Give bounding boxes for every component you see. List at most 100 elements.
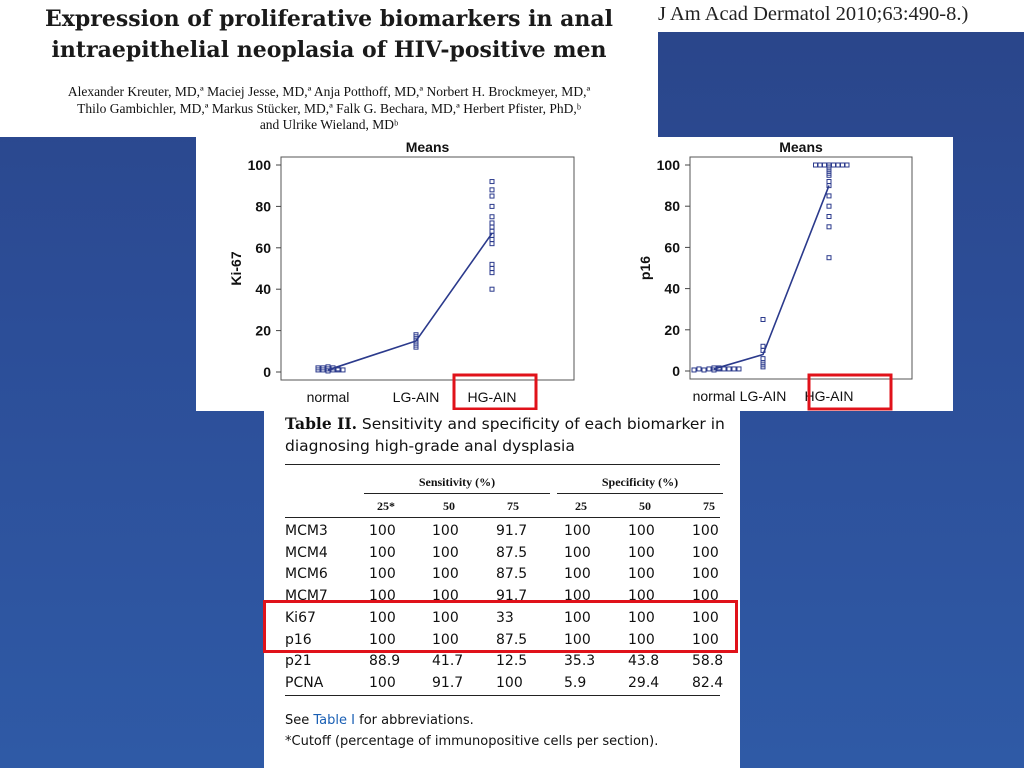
data-point bbox=[315, 367, 321, 373]
data-point bbox=[325, 364, 331, 370]
author-line-2: Thilo Gambichler, MD,ª Markus Stücker, M… bbox=[77, 100, 581, 116]
data-point bbox=[489, 270, 495, 276]
table-cell: 100 bbox=[369, 544, 396, 561]
data-point bbox=[413, 332, 419, 338]
cutoff-header-5: 75 bbox=[703, 499, 715, 513]
y-tick-label: 60 bbox=[255, 240, 271, 256]
data-point bbox=[489, 179, 495, 185]
data-point bbox=[716, 365, 722, 371]
author-line-1: Alexander Kreuter, MD,ª Maciej Jesse, MD… bbox=[67, 84, 591, 99]
chart-frame bbox=[689, 156, 913, 380]
table-cell: 100 bbox=[432, 609, 459, 626]
table-cell: 100 bbox=[369, 523, 396, 539]
y-tick-label: 40 bbox=[255, 281, 271, 297]
y-tick-label: 20 bbox=[255, 323, 271, 339]
data-point bbox=[726, 366, 732, 372]
y-tick-label: 80 bbox=[255, 198, 271, 214]
data-point bbox=[489, 237, 495, 243]
data-point bbox=[826, 214, 832, 219]
data-point bbox=[817, 162, 823, 168]
table-cell: 100 bbox=[564, 566, 591, 583]
author-line-3: and Ulrike Wieland, MDᵇ bbox=[259, 117, 399, 132]
data-point bbox=[701, 367, 707, 373]
x-tick-label-hg-ain: HG-AIN bbox=[468, 389, 517, 405]
data-point bbox=[489, 193, 495, 199]
row-label: p16 bbox=[285, 631, 312, 648]
table-cell: 100 bbox=[692, 523, 719, 539]
cutoff-header-0: 25* bbox=[377, 499, 395, 513]
table-top-rule bbox=[285, 464, 720, 465]
table-cell: 100 bbox=[564, 609, 591, 626]
cutoff-header-1: 50 bbox=[443, 499, 455, 513]
data-point bbox=[330, 365, 336, 371]
table-row: Ki67 100 100 33 100 100 100 bbox=[285, 610, 735, 632]
table-cell: 100 bbox=[628, 609, 655, 626]
table-cell: 12.5 bbox=[496, 653, 528, 670]
table-cell: 87.5 bbox=[496, 566, 528, 583]
y-axis-label: Ki-67 bbox=[228, 251, 244, 285]
data-point bbox=[489, 261, 495, 267]
specificity-underline bbox=[557, 493, 723, 494]
x-tick-label-lg-ain: LG-AIN bbox=[740, 388, 787, 404]
y-axis-label: p16 bbox=[637, 256, 653, 280]
group-header-sensitivity: Sensitivity (%) bbox=[418, 475, 496, 489]
table-cell: 100 bbox=[432, 566, 459, 583]
data-point bbox=[696, 366, 702, 372]
table-notes: See Table I for abbreviations. *Cutoff (… bbox=[285, 710, 658, 752]
abbreviation-note: See Table I for abbreviations. bbox=[285, 710, 658, 731]
data-point bbox=[826, 224, 832, 230]
table-cell: 100 bbox=[628, 566, 655, 583]
row-label: MCM6 bbox=[285, 566, 328, 583]
chart-title: Means bbox=[779, 139, 823, 155]
data-point bbox=[731, 366, 737, 372]
table-panel: Table II. Sensitivity and specificity of… bbox=[264, 410, 740, 768]
chart-title: Means bbox=[406, 139, 450, 155]
data-point bbox=[826, 203, 832, 209]
data-point bbox=[826, 255, 832, 261]
sensitivity-underline bbox=[364, 493, 550, 494]
paper-title-line-2: intraepithelial neoplasia of HIV-positiv… bbox=[51, 37, 607, 63]
cutoff-header-2: 75 bbox=[507, 499, 519, 513]
y-tick-label: 100 bbox=[657, 157, 681, 173]
x-tick-label-hg-ain: HG-AIN bbox=[805, 388, 854, 404]
category-highlight-box bbox=[807, 373, 893, 411]
chart-frame bbox=[280, 156, 575, 381]
table-caption-text: Sensitivity and specificity of each biom… bbox=[285, 415, 725, 455]
data-point bbox=[489, 241, 495, 247]
note-suffix: for abbreviations. bbox=[354, 713, 474, 728]
data-point bbox=[489, 220, 495, 226]
table-cell: 100 bbox=[564, 523, 591, 539]
data-point bbox=[736, 366, 742, 372]
data-point bbox=[721, 366, 727, 372]
table-row: MCM4 100 100 87.5 100 100 100 bbox=[285, 545, 735, 567]
x-tick-label-normal: normal bbox=[693, 388, 736, 404]
chart-figure-panel: Means Ki-67 0 20 40 60 80 100 normal LG-AIN HG-AIN… bbox=[196, 137, 953, 411]
journal-citation-panel: J Am Acad Dermatol 2010;63:490-8.) bbox=[658, 0, 1024, 32]
data-point bbox=[489, 224, 495, 230]
table-bottom-rule bbox=[285, 695, 720, 696]
x-tick-label-normal: normal bbox=[307, 389, 350, 405]
table-row: MCM3 100 100 91.7 100 100 100 bbox=[285, 523, 735, 545]
table-cell: 100 bbox=[564, 631, 591, 648]
table-cell: 100 bbox=[369, 631, 396, 648]
row-label: Ki67 bbox=[285, 609, 316, 626]
cutoff-header-4: 50 bbox=[639, 499, 651, 513]
data-point bbox=[691, 367, 697, 373]
table-cell: 100 bbox=[692, 609, 719, 626]
data-point bbox=[760, 356, 766, 362]
data-point bbox=[835, 162, 841, 168]
means-line bbox=[713, 185, 830, 370]
y-tick-label: 80 bbox=[664, 198, 680, 214]
table-cell: 33 bbox=[496, 609, 514, 626]
table-i-link[interactable]: Table I bbox=[313, 713, 355, 728]
table-cell: 43.8 bbox=[628, 653, 660, 670]
category-highlight-box bbox=[452, 373, 538, 411]
table-cell: 88.9 bbox=[369, 653, 401, 670]
cutoff-header-3: 25 bbox=[575, 499, 587, 513]
table-cell: 100 bbox=[369, 609, 396, 626]
data-point bbox=[489, 266, 495, 271]
header-bottom-rule bbox=[285, 517, 720, 518]
highlight-box-ki67-p16 bbox=[263, 600, 738, 653]
author-list: Alexander Kreuter, MD,ª Maciej Jesse, MD… bbox=[0, 84, 658, 134]
